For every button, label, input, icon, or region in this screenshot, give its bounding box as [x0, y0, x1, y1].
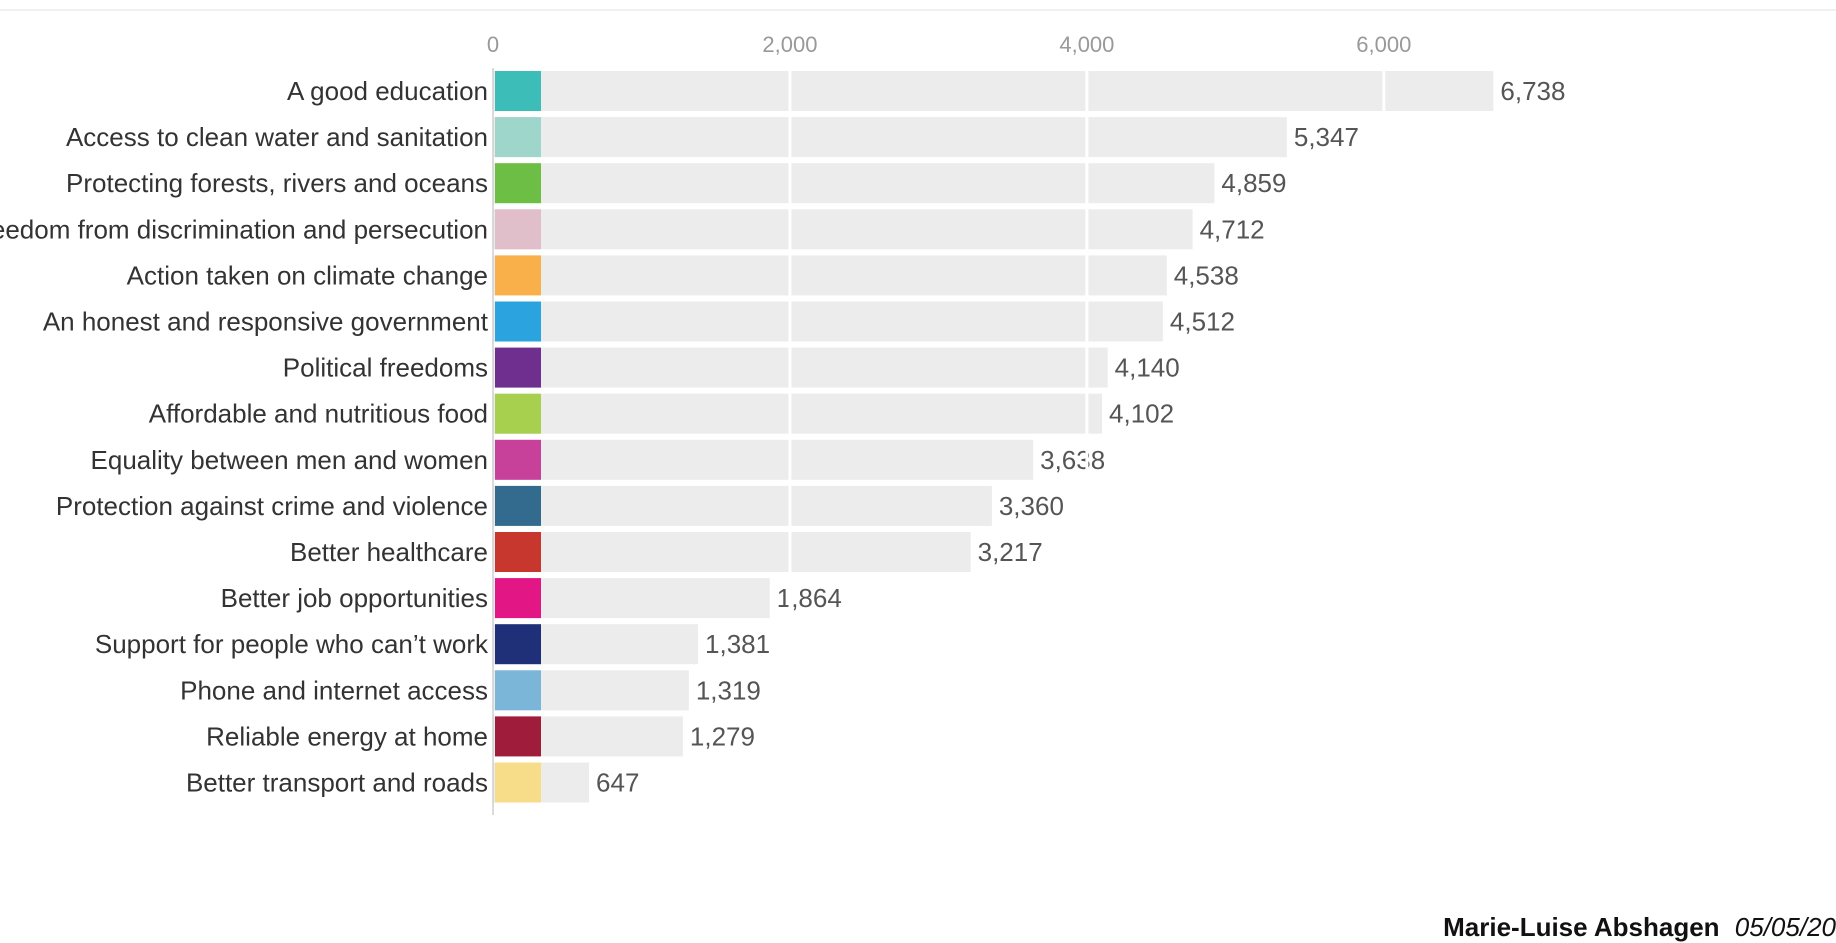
- bar: [493, 393, 1103, 434]
- category-label: Support for people who can’t work: [95, 629, 489, 659]
- category-color-swatch: [495, 670, 541, 711]
- bar: [493, 255, 1167, 296]
- credit-date: 05/05/20: [1734, 912, 1836, 942]
- bar: [493, 209, 1193, 250]
- category-label: Phone and internet access: [180, 675, 488, 705]
- category-label: Better job opportunities: [221, 583, 488, 613]
- category-color-swatch: [495, 163, 541, 204]
- bar: [493, 439, 1034, 480]
- bar: [493, 117, 1287, 158]
- category-color-swatch: [495, 439, 541, 480]
- category-label: Equality between men and women: [91, 445, 488, 475]
- value-label: 6,738: [1500, 76, 1565, 106]
- x-tick-label: 6,000: [1356, 32, 1411, 57]
- category-label: Better healthcare: [290, 537, 488, 567]
- category-label: Access to clean water and sanitation: [66, 122, 488, 152]
- value-label: 3,217: [978, 537, 1043, 567]
- category-label: Protecting forests, rivers and oceans: [66, 168, 488, 198]
- category-color-swatch: [495, 578, 541, 619]
- author-credit: Marie-Luise Abshagen 05/05/20: [1443, 912, 1836, 943]
- bar: [493, 485, 992, 526]
- category-color-swatch: [495, 255, 541, 296]
- category-label: A good education: [287, 76, 488, 106]
- category-color-swatch: [495, 485, 541, 526]
- bar: [493, 532, 971, 572]
- category-color-swatch: [495, 762, 541, 803]
- value-label: 4,102: [1109, 399, 1174, 429]
- category-color-swatch: [495, 347, 541, 388]
- category-label: Better transport and roads: [186, 768, 488, 798]
- value-label: 647: [596, 768, 639, 798]
- value-label: 4,859: [1221, 168, 1286, 198]
- category-color-swatch: [495, 716, 541, 757]
- category-label: Political freedoms: [283, 353, 488, 383]
- bar: [493, 301, 1163, 342]
- x-tick-label: 2,000: [762, 32, 817, 57]
- value-label: 4,512: [1170, 307, 1235, 337]
- value-label: 3,360: [999, 491, 1064, 521]
- category-color-swatch: [495, 209, 541, 250]
- category-label: Reliable energy at home: [206, 721, 488, 751]
- value-label: 1,279: [690, 721, 755, 751]
- category-label: Action taken on climate change: [127, 260, 488, 290]
- category-color-swatch: [495, 624, 541, 665]
- bar: [493, 71, 1494, 111]
- category-color-swatch: [495, 532, 541, 572]
- category-label: Freedom from discrimination and persecut…: [0, 214, 488, 244]
- category-label: Protection against crime and violence: [56, 491, 488, 521]
- value-label: 1,381: [705, 629, 770, 659]
- value-label: 4,712: [1200, 214, 1265, 244]
- category-color-swatch: [495, 71, 541, 111]
- category-label: Affordable and nutritious food: [149, 399, 488, 429]
- category-color-swatch: [495, 117, 541, 158]
- value-label: 3,638: [1040, 445, 1105, 475]
- value-label: 1,319: [696, 675, 761, 705]
- value-label: 5,347: [1294, 122, 1359, 152]
- bar: [493, 347, 1108, 388]
- category-color-swatch: [495, 301, 541, 342]
- value-label: 1,864: [777, 583, 842, 613]
- category-color-swatch: [495, 393, 541, 434]
- value-label: 4,140: [1115, 353, 1180, 383]
- x-tick-label: 0: [487, 32, 499, 57]
- value-label: 4,538: [1174, 260, 1239, 290]
- author-name: Marie-Luise Abshagen: [1443, 912, 1720, 942]
- bar: [493, 163, 1215, 204]
- x-tick-label: 4,000: [1059, 32, 1114, 57]
- category-label: An honest and responsive government: [43, 307, 489, 337]
